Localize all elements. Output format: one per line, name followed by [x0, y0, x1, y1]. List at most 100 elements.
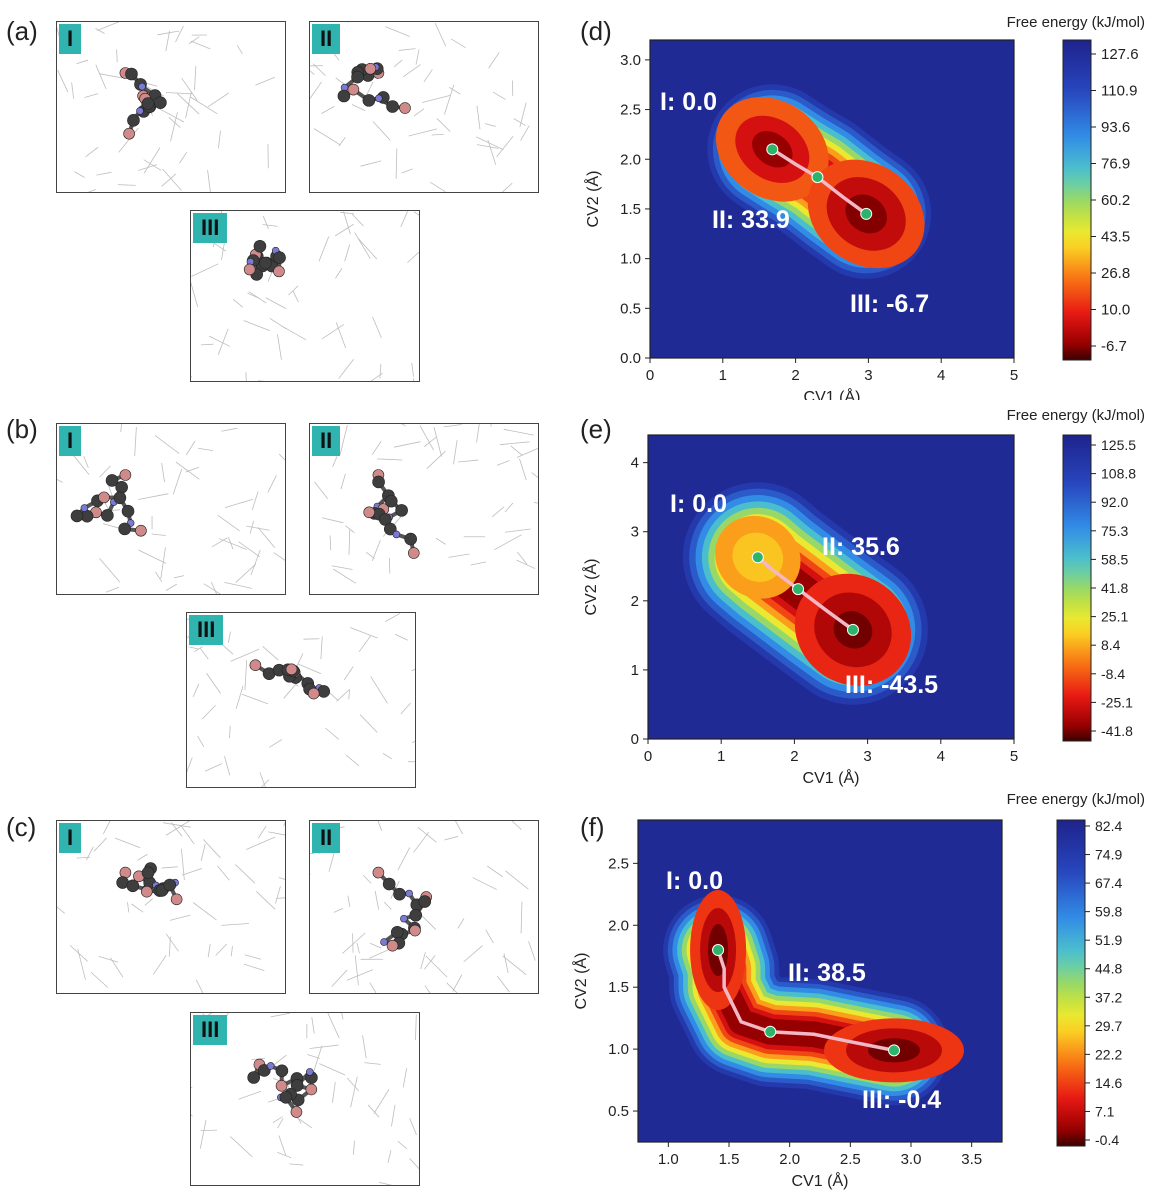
state-label-I: I: 0.0	[666, 867, 723, 895]
y-tick-label: 1.5	[620, 201, 641, 218]
state-badge: II	[312, 426, 341, 456]
colorbar-tick-label: 43.5	[1101, 229, 1130, 246]
state-label-III: III: -0.4	[862, 1086, 941, 1114]
state-badge: II	[312, 823, 341, 853]
x-axis-label: CV1 (Å)	[803, 768, 860, 787]
snapshot-a-II: II	[309, 21, 539, 193]
colorbar-tick-label: 74.9	[1095, 847, 1122, 863]
molecule-render	[57, 424, 285, 594]
y-tick-label: 4	[631, 455, 639, 472]
x-tick-label: 2.0	[779, 1151, 800, 1168]
snapshot-c-I: I	[56, 820, 286, 994]
colorbar-title: Free energy (kJ/mol)	[1007, 791, 1145, 808]
colorbar-title: Free energy (kJ/mol)	[1007, 407, 1145, 424]
x-axis-label: CV1 (Å)	[792, 1171, 849, 1190]
state-marker-III	[888, 1044, 901, 1057]
plot-frame	[637, 819, 1003, 1143]
free-energy-surface-d: 0 1 2 3 4 5 0.0 0.5 1.0 1.5 2.0 2.5 3.0 CV1 (Å) CV2 (Å…	[583, 14, 1145, 400]
panel-letter-c: (c)	[6, 812, 37, 842]
x-tick-label: 1.5	[719, 1151, 740, 1168]
state-badge: III	[189, 615, 224, 645]
y-tick-label: 2	[631, 593, 639, 610]
x-tick-label: 0	[644, 748, 652, 765]
colorbar-tick-label: 10.0	[1101, 302, 1130, 319]
colorbar-tick-label: 58.5	[1101, 551, 1128, 567]
x-tick-label: 2.5	[840, 1151, 861, 1168]
y-axis-label: CV2 (Å)	[583, 171, 602, 228]
colorbar-tick-label: 26.8	[1101, 265, 1130, 282]
colorbar-tick-label: 59.8	[1095, 904, 1122, 920]
state-badge: II	[312, 24, 341, 54]
free-energy-surface-e: 0 1 2 3 4 5 0 1 2 3 4 CV1 (Å) CV2 (Å) I: 0.0 II: 35.6 I…	[581, 407, 1145, 787]
state-label-II: II: 33.9	[712, 206, 790, 234]
x-tick-label: 1	[719, 367, 727, 384]
x-tick-label: 3	[863, 748, 871, 765]
colorbar-tick-label: 51.9	[1095, 932, 1122, 948]
colorbar	[1056, 819, 1086, 1147]
snapshot-a-III: III	[190, 210, 420, 382]
colorbar-tick-label: 110.9	[1101, 83, 1137, 100]
x-tick-label: 1.0	[658, 1151, 679, 1168]
snapshot-b-II: II	[309, 423, 539, 595]
y-tick-label: 3.0	[620, 52, 641, 69]
colorbar-tick-label: 44.8	[1095, 961, 1122, 977]
y-tick-label: 1.0	[620, 251, 641, 268]
y-tick-label: 1	[631, 662, 639, 679]
molecule-render	[310, 22, 530, 192]
x-tick-label: 2	[790, 748, 798, 765]
panel-letter-f: (f)	[580, 812, 605, 842]
y-axis-label: CV2 (Å)	[581, 559, 600, 616]
y-tick-label: 2.0	[608, 917, 629, 934]
plot-frame	[649, 39, 1015, 359]
molecule-render	[191, 211, 419, 381]
colorbar-tick-label: 67.4	[1095, 875, 1122, 891]
x-tick-label: 2	[791, 367, 799, 384]
colorbar-tick-label: -8.4	[1101, 666, 1125, 682]
state-marker-III	[860, 207, 873, 220]
snapshot-c-III: III	[190, 1012, 420, 1186]
panel-letter-a: (a)	[6, 16, 38, 46]
state-label-I: I: 0.0	[660, 88, 717, 116]
state-marker-II	[764, 1025, 777, 1038]
state-label-III: III: -43.5	[845, 671, 938, 699]
x-tick-label: 3.0	[901, 1151, 922, 1168]
colorbar-tick-label: 22.2	[1095, 1046, 1122, 1062]
state-marker-III	[846, 623, 859, 636]
colorbar-tick-label: 14.6	[1095, 1075, 1122, 1091]
colorbar	[1062, 434, 1092, 742]
state-marker-II	[792, 583, 805, 596]
panel-letter-b: (b)	[6, 414, 38, 444]
colorbar	[1062, 39, 1092, 361]
state-badge: I	[59, 426, 82, 456]
y-tick-label: 0.5	[608, 1103, 629, 1120]
x-axis-label: CV1 (Å)	[804, 387, 861, 400]
colorbar-tick-label: 82.4	[1095, 818, 1122, 834]
snapshot-a-I: I	[56, 21, 286, 193]
x-tick-label: 4	[937, 748, 945, 765]
y-tick-label: 0.5	[620, 300, 641, 317]
state-marker-I	[766, 143, 779, 156]
colorbar-tick-label: -25.1	[1101, 694, 1133, 710]
colorbar-tick-label: 7.1	[1095, 1103, 1115, 1119]
state-marker-I	[712, 944, 725, 957]
colorbar-tick-label: 75.3	[1101, 523, 1128, 539]
state-label-II: II: 35.6	[822, 533, 900, 561]
x-tick-label: 3	[864, 367, 872, 384]
y-axis-label: CV2 (Å)	[571, 953, 590, 1010]
x-tick-label: 4	[937, 367, 945, 384]
state-marker-I	[751, 551, 764, 564]
x-tick-label: 5	[1010, 367, 1018, 384]
colorbar-tick-label: 125.5	[1101, 437, 1136, 453]
colorbar-tick-label: 127.6	[1101, 46, 1139, 63]
molecule-render	[57, 821, 285, 993]
state-marker-II	[811, 171, 824, 184]
molecule-render	[187, 613, 415, 787]
y-tick-label: 0.0	[620, 350, 641, 367]
panel-letter-e: (e)	[580, 414, 612, 444]
y-tick-label: 2.0	[620, 151, 641, 168]
x-tick-label: 5	[1010, 748, 1018, 765]
panel-letter-d: (d)	[580, 16, 612, 46]
min-energy-path	[716, 949, 895, 1053]
state-label-III: III: -6.7	[850, 290, 929, 318]
colorbar-tick-label: -41.8	[1101, 723, 1133, 739]
